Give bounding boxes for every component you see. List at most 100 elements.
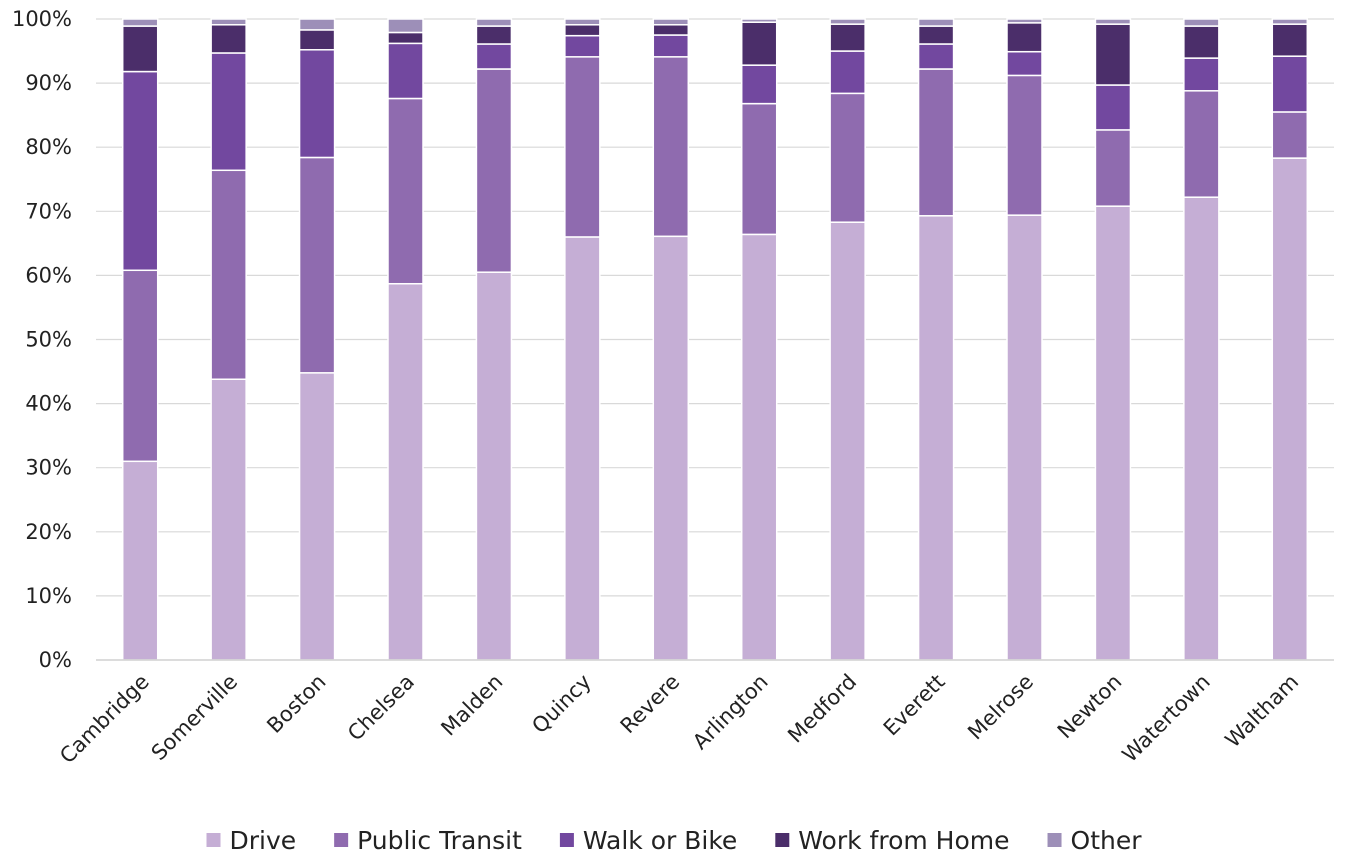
bar-segment: [829, 23, 866, 52]
bar-segment: [740, 64, 778, 105]
bar-segment: [1183, 196, 1220, 661]
bar-segment: [829, 221, 866, 661]
y-tick-label: 20%: [25, 520, 72, 544]
x-tick-label: Boston: [262, 670, 330, 738]
bar-segment: [121, 269, 159, 463]
legend-swatch: [559, 833, 574, 847]
bars: [121, 18, 1309, 661]
y-tick-label: 30%: [25, 456, 72, 480]
bar-segment: [740, 18, 778, 23]
x-tick-label: Arlington: [688, 670, 773, 755]
bar-segment: [917, 43, 955, 70]
bar-segment: [1183, 90, 1220, 198]
bar-segment: [564, 34, 601, 58]
legend-label: Work from Home: [798, 826, 1009, 855]
bar-segment: [387, 42, 424, 100]
bar-segment: [917, 215, 955, 661]
bar-segment: [652, 56, 690, 238]
x-tick-label: Revere: [616, 670, 685, 739]
bar-segment: [121, 460, 159, 661]
bar-segment: [1183, 57, 1220, 92]
bar-segment: [1006, 214, 1043, 661]
bar-segment: [652, 235, 690, 661]
bar-segment: [475, 68, 513, 273]
y-tick-label: 100%: [12, 7, 72, 31]
bar-segment: [564, 18, 601, 26]
x-tick-label: Melrose: [963, 670, 1038, 745]
bar-segment: [1271, 111, 1309, 159]
bar-segment: [1094, 205, 1132, 661]
bar-segment: [121, 25, 159, 73]
bar-segment: [210, 169, 247, 380]
y-tick-label: 50%: [25, 328, 72, 352]
bar-segment: [829, 50, 866, 95]
legend-label: Public Transit: [357, 826, 522, 855]
bar-segment: [917, 25, 955, 45]
bar-segment: [298, 29, 336, 51]
legend-swatch: [206, 833, 221, 847]
x-tick-label: Watertown: [1118, 670, 1215, 767]
bar-segment: [475, 25, 513, 45]
bar-segment: [740, 233, 778, 661]
legend-swatch: [1047, 833, 1062, 847]
bar-segment: [298, 18, 336, 31]
bar-segment: [564, 24, 601, 37]
bar-segment: [1094, 129, 1132, 207]
bar-segment: [475, 271, 513, 661]
x-tick-label: Waltham: [1221, 670, 1304, 753]
y-axis-ticks: 0% 10% 20% 30% 40% 50% 60% 70% 80% 90% 100%: [12, 7, 72, 672]
y-tick-label: 60%: [25, 263, 72, 287]
bar-segment: [917, 68, 955, 217]
bar-segment: [210, 18, 247, 26]
bar-segment: [1271, 157, 1309, 661]
bar-segment: [1006, 74, 1043, 216]
bar-segment: [1094, 23, 1132, 86]
x-tick-label: Somerville: [147, 670, 242, 765]
y-tick-label: 10%: [25, 584, 72, 608]
bar-segment: [475, 18, 513, 27]
bar-segment: [387, 31, 424, 45]
legend-label: Other: [1071, 826, 1143, 855]
bar-segment: [564, 236, 601, 661]
legend-label: Walk or Bike: [583, 826, 737, 855]
bar-segment: [652, 18, 690, 26]
bar-segment: [298, 156, 336, 374]
legend-swatch: [334, 833, 349, 847]
bar-segment: [121, 18, 159, 27]
bar-segment: [1271, 23, 1309, 57]
x-tick-label: Everett: [879, 670, 950, 741]
bar-segment: [298, 49, 336, 159]
bar-segment: [1271, 55, 1309, 113]
bar-segment: [652, 34, 690, 58]
bar-segment: [210, 378, 247, 661]
bar-segment: [829, 18, 866, 25]
bar-segment: [210, 52, 247, 172]
bar-segment: [1094, 18, 1132, 25]
bar-segment: [829, 92, 866, 223]
bar-segment: [1006, 22, 1043, 53]
bar-segment: [387, 97, 424, 285]
x-tick-label: Medford: [783, 670, 861, 748]
y-tick-label: 40%: [25, 392, 72, 416]
bar-segment: [475, 43, 513, 70]
bar-segment: [210, 24, 247, 54]
legend-swatch: [775, 833, 790, 847]
bar-segment: [298, 372, 336, 661]
bar-segment: [1271, 18, 1309, 25]
bar-segment: [387, 282, 424, 661]
bar-segment: [917, 18, 955, 27]
bar-segment: [1006, 18, 1043, 24]
y-tick-label: 80%: [25, 135, 72, 159]
legend: Drive Public Transit Walk or Bike Work from…: [206, 826, 1142, 855]
x-tick-label: Cambridge: [55, 670, 154, 769]
x-tick-label: Quincy: [527, 670, 596, 739]
gridlines: [96, 18, 1334, 597]
legend-label: Drive: [229, 826, 296, 855]
y-tick-label: 0%: [39, 648, 72, 672]
bar-segment: [740, 21, 778, 66]
bar-segment: [740, 102, 778, 236]
y-tick-label: 70%: [25, 199, 72, 223]
